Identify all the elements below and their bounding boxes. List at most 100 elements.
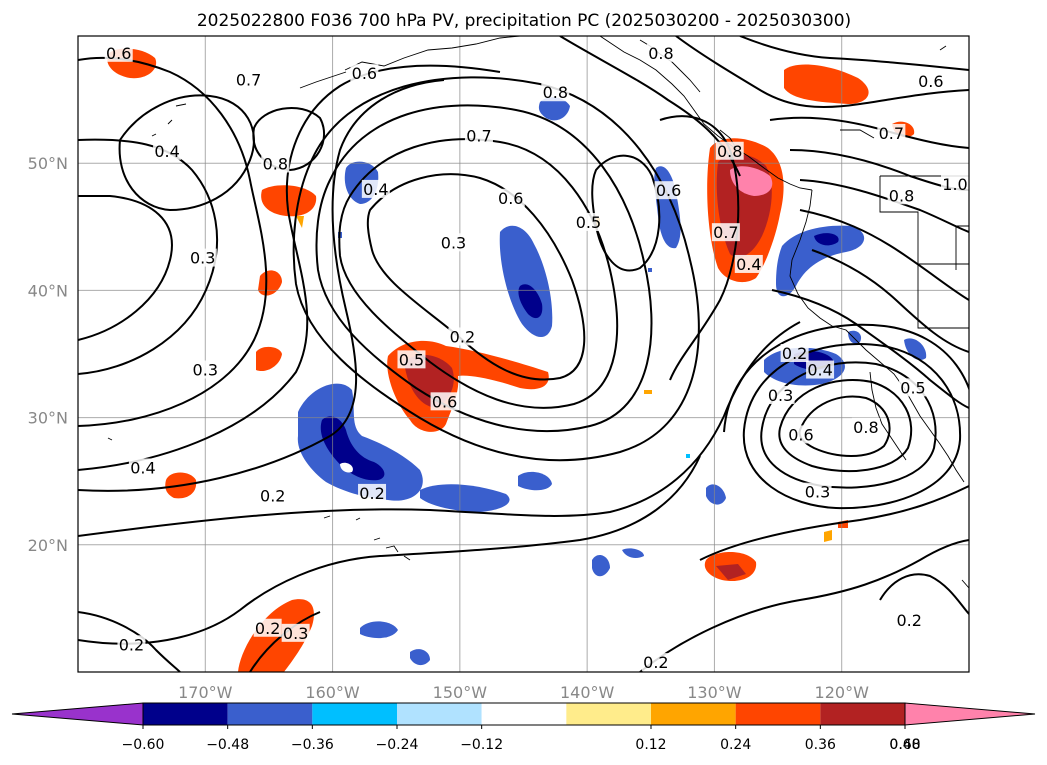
contour-label-bg-2	[350, 64, 379, 83]
contour-label-38: 0.2	[119, 635, 144, 654]
contour-label-bg-33	[358, 483, 387, 502]
contour-label-bg-24	[191, 360, 220, 379]
contour-label-14: 0.8	[717, 142, 742, 161]
contour-label-bg-17	[940, 174, 969, 193]
lat-label-0: 20°N	[28, 536, 68, 555]
contour-label-27: 0.4	[807, 361, 832, 380]
contour-labels: 0.6 0.7 0.6 0.8 0.8 0.6 0.7 0.4 0.8 0.7 0.6 0.4 0.5 0…	[104, 43, 969, 672]
lon-label-5: 120°W	[815, 683, 870, 702]
contour-label-bg-23	[430, 392, 459, 411]
lon-label-3: 140°W	[560, 683, 615, 702]
contour-label-19: 0.3	[190, 249, 215, 268]
contour-label-12: 0.5	[576, 213, 601, 232]
contour-label-bg-13	[654, 181, 683, 200]
contour-label-bg-11	[361, 179, 390, 198]
colorbar-extend-high	[904, 702, 1036, 726]
coastlines	[107, 36, 969, 589]
colorbar-label-4: −0.12	[460, 737, 503, 753]
contour-label-bg-6	[877, 123, 906, 142]
contour-label-bg-9	[464, 126, 493, 145]
contour-label-39: 0.2	[643, 653, 668, 672]
colorbar-bin-8	[820, 703, 905, 725]
contour-label-34: 0.3	[805, 483, 830, 502]
lon-label-2: 150°W	[433, 683, 488, 702]
contour-label-bg-22	[397, 350, 426, 369]
contour-label-16: 0.4	[736, 255, 761, 274]
map-gridlines	[78, 36, 969, 672]
latitude-labels: 20°N 30°N 40°N 50°N	[28, 154, 68, 555]
contour-label-36: 0.2	[255, 619, 280, 638]
colorbar: −0.60 −0.48 −0.36 −0.24 −0.12 0.12 0.24 0.36 0.4…	[11, 702, 1036, 753]
contour-label-26: 0.3	[768, 386, 793, 405]
contour-label-bg-4	[646, 43, 675, 62]
colorbar-bin-2	[312, 703, 397, 725]
colorbar-bin-7	[735, 703, 821, 725]
contour-label-17: 1.0	[942, 175, 967, 194]
contour-label-24: 0.3	[193, 361, 218, 380]
contour-label-bg-29	[786, 425, 815, 444]
colorbar-frame	[142, 702, 906, 726]
contour-label-18: 0.8	[889, 186, 914, 205]
colorbar-label-0: −0.60	[122, 737, 165, 753]
contour-label-30: 0.8	[853, 418, 878, 437]
contour-label-bg-31	[128, 458, 157, 477]
contour-label-4: 0.8	[648, 44, 673, 63]
contour-label-bg-30	[851, 417, 880, 436]
pv-contours	[78, 36, 969, 672]
colorbar-bin-6	[651, 703, 736, 725]
colorbar-label-1: −0.48	[206, 737, 249, 753]
contour-label-bg-10	[496, 188, 525, 207]
contour-label-31: 0.4	[130, 458, 155, 477]
map-panel: 0.6 0.7 0.6 0.8 0.8 0.6 0.7 0.4 0.8 0.7 0.6 0.4 0.5 0…	[78, 36, 969, 672]
colorbar-bin-1	[227, 703, 313, 725]
contour-label-bg-20	[439, 233, 468, 252]
colorbar-label-8: 0.48	[889, 737, 920, 753]
contour-label-21: 0.2	[450, 327, 475, 346]
contour-label-33: 0.2	[359, 484, 384, 503]
contour-label-7: 0.4	[154, 142, 179, 161]
contour-label-0: 0.6	[106, 44, 131, 63]
contour-label-35: 0.2	[896, 611, 921, 630]
colorbar-bin-5	[566, 703, 651, 725]
contour-label-bg-5	[916, 71, 945, 90]
lat-label-2: 40°N	[28, 281, 68, 300]
colorbar-bin-4	[481, 703, 567, 725]
colorbar-label-2: −0.36	[291, 737, 334, 753]
contour-label-25: 0.2	[782, 344, 807, 363]
colorbar-extend-low	[11, 702, 144, 726]
lat-label-3: 50°N	[28, 154, 68, 173]
colorbar-label-9: 0.60	[889, 737, 920, 753]
contour-label-bg-36	[253, 618, 282, 637]
contour-label-5: 0.6	[918, 72, 943, 91]
contour-label-bg-15	[711, 223, 740, 242]
contour-label-20: 0.3	[441, 233, 466, 252]
contour-label-bg-3	[541, 83, 570, 102]
contour-label-bg-0	[104, 43, 133, 62]
contour-label-bg-7	[153, 141, 182, 160]
contour-label-11: 0.4	[363, 180, 388, 199]
contour-label-1: 0.7	[236, 71, 261, 90]
contour-label-8: 0.8	[263, 154, 288, 173]
contour-label-bg-38	[117, 635, 146, 654]
colorbar-label-3: −0.24	[376, 737, 419, 753]
contour-label-bg-32	[258, 486, 287, 505]
contour-label-bg-12	[574, 212, 603, 231]
colorbar-bin-3	[397, 703, 482, 725]
map-frame	[77, 35, 970, 673]
contour-label-29: 0.6	[788, 425, 813, 444]
contour-label-2: 0.6	[352, 64, 377, 83]
contour-label-bg-19	[188, 248, 217, 267]
contour-label-bg-1	[234, 70, 263, 89]
contour-label-bg-27	[806, 360, 835, 379]
contour-label-10: 0.6	[498, 189, 523, 208]
lon-label-1: 160°W	[305, 683, 360, 702]
contour-label-bg-39	[641, 653, 670, 672]
contour-label-bg-14	[715, 141, 744, 160]
contour-label-bg-21	[448, 327, 477, 346]
colorbar-label-7: 0.36	[805, 737, 836, 753]
colorbar-bin-0	[143, 703, 228, 725]
contour-label-bg-34	[803, 482, 832, 501]
contour-label-28: 0.5	[900, 378, 925, 397]
contour-label-bg-35	[895, 611, 924, 630]
